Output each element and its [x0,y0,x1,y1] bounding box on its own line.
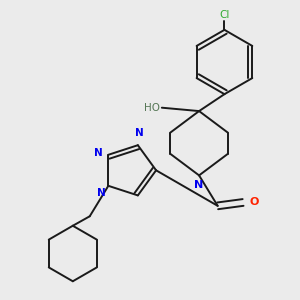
Text: HO: HO [144,103,160,113]
Text: N: N [94,148,103,158]
Text: N: N [97,188,105,197]
Text: N: N [194,181,204,190]
Text: O: O [249,197,259,208]
Text: N: N [135,128,144,138]
Text: Cl: Cl [219,11,230,20]
